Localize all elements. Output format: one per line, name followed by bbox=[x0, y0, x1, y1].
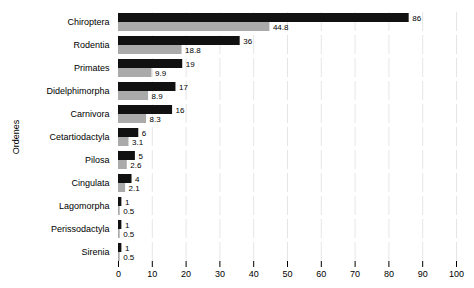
svg-text:19: 19 bbox=[186, 60, 195, 69]
svg-text:2.1: 2.1 bbox=[129, 184, 141, 193]
svg-text:1: 1 bbox=[125, 244, 130, 253]
svg-text:9.9: 9.9 bbox=[155, 69, 167, 78]
svg-text:70: 70 bbox=[350, 269, 360, 279]
svg-text:3.1: 3.1 bbox=[132, 138, 144, 147]
svg-text:30: 30 bbox=[215, 269, 225, 279]
svg-text:Didelphimorpha: Didelphimorpha bbox=[46, 86, 109, 96]
svg-text:Carnivora: Carnivora bbox=[70, 109, 109, 119]
svg-text:5: 5 bbox=[138, 152, 143, 161]
svg-text:44.8: 44.8 bbox=[273, 23, 289, 32]
svg-text:10: 10 bbox=[147, 269, 157, 279]
svg-text:60: 60 bbox=[316, 269, 326, 279]
svg-text:17: 17 bbox=[179, 83, 188, 92]
svg-text:100: 100 bbox=[449, 269, 464, 279]
svg-text:4: 4 bbox=[135, 175, 140, 184]
svg-text:8.3: 8.3 bbox=[150, 115, 162, 124]
svg-text:16: 16 bbox=[176, 106, 185, 115]
svg-text:20: 20 bbox=[181, 269, 191, 279]
svg-text:90: 90 bbox=[418, 269, 428, 279]
svg-text:18.8: 18.8 bbox=[185, 46, 201, 55]
svg-text:0.5: 0.5 bbox=[123, 230, 135, 239]
svg-text:0.5: 0.5 bbox=[123, 253, 135, 262]
svg-text:Cetartiodactyla: Cetartiodactyla bbox=[49, 132, 109, 142]
svg-text:Perissodactyla: Perissodactyla bbox=[51, 224, 110, 234]
svg-text:1: 1 bbox=[125, 221, 130, 230]
svg-text:36: 36 bbox=[243, 37, 252, 46]
svg-text:Lagomorpha: Lagomorpha bbox=[59, 201, 110, 211]
svg-text:6: 6 bbox=[142, 129, 147, 138]
svg-text:40: 40 bbox=[249, 269, 259, 279]
svg-text:0: 0 bbox=[116, 269, 121, 279]
svg-text:8.9: 8.9 bbox=[152, 92, 164, 101]
svg-text:50: 50 bbox=[282, 269, 292, 279]
svg-text:Pilosa: Pilosa bbox=[85, 155, 110, 165]
svg-text:Rodentia: Rodentia bbox=[73, 40, 109, 50]
svg-text:2.6: 2.6 bbox=[130, 161, 142, 170]
svg-text:Cingulata: Cingulata bbox=[71, 178, 109, 188]
svg-text:Ordenes: Ordenes bbox=[11, 119, 21, 154]
svg-text:0.5: 0.5 bbox=[123, 207, 135, 216]
svg-text:86: 86 bbox=[412, 14, 421, 23]
svg-text:Primates: Primates bbox=[74, 63, 110, 73]
svg-text:1: 1 bbox=[125, 198, 130, 207]
svg-text:Chiroptera: Chiroptera bbox=[67, 17, 109, 27]
svg-text:Sirenia: Sirenia bbox=[81, 247, 109, 257]
svg-text:80: 80 bbox=[384, 269, 394, 279]
